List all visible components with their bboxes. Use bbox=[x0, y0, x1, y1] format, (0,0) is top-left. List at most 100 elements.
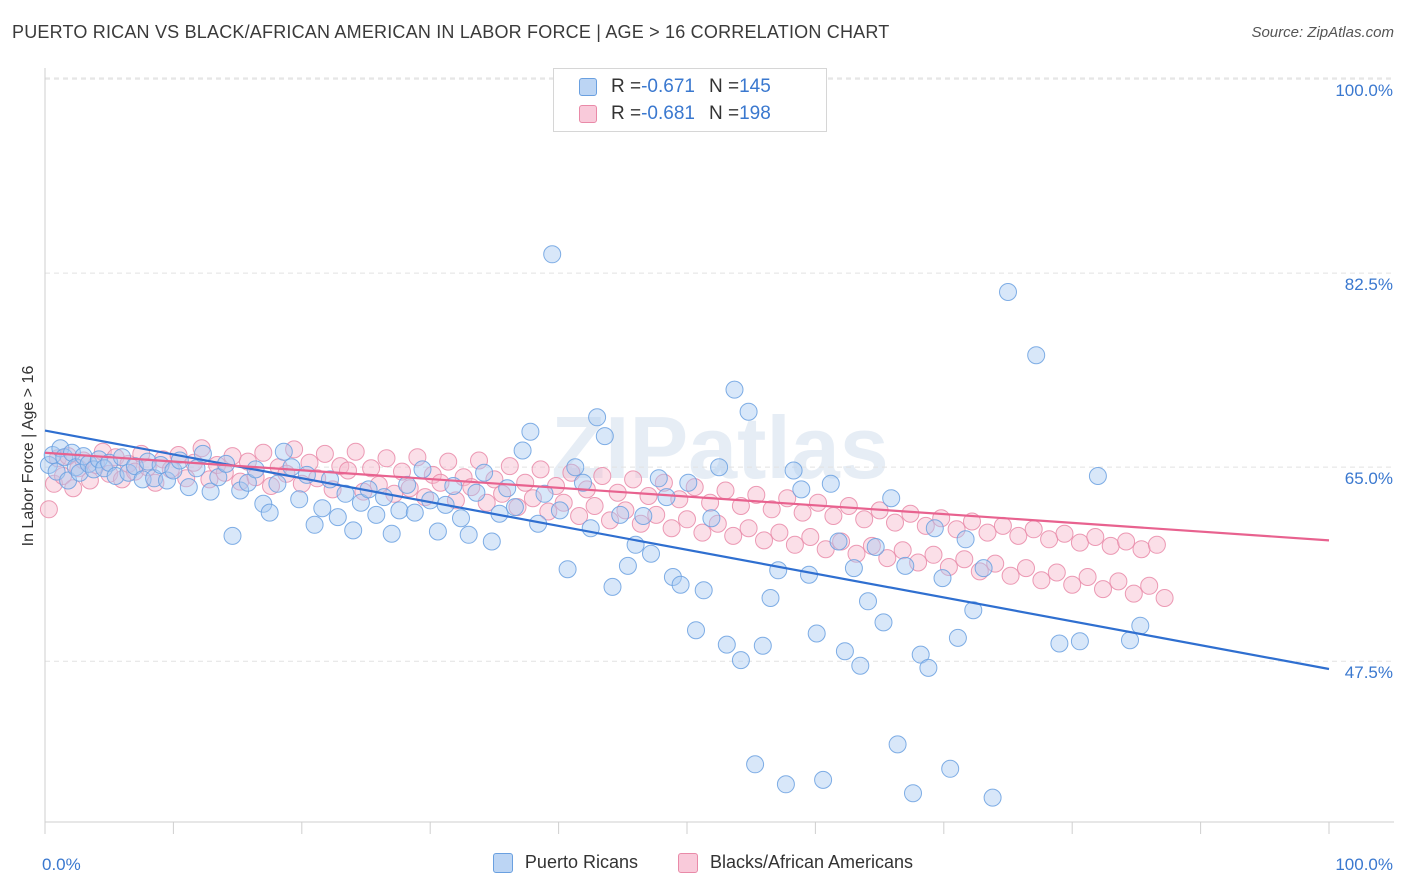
data-point-blacks-african-americans bbox=[847, 544, 866, 563]
data-point-blacks-african-americans bbox=[1063, 575, 1082, 594]
data-point-puerto-ricans bbox=[1027, 346, 1046, 365]
data-point-puerto-ricans bbox=[896, 556, 915, 575]
data-point-puerto-ricans bbox=[731, 651, 750, 670]
y-tick-label: 47.5% bbox=[1345, 663, 1393, 682]
legend-row-blacks-african-americans: R = -0.681 N = 198 bbox=[579, 102, 771, 126]
data-point-blacks-african-americans bbox=[1055, 524, 1074, 543]
data-point-puerto-ricans bbox=[859, 592, 877, 611]
data-point-blacks-african-americans bbox=[801, 528, 820, 546]
data-point-blacks-african-americans bbox=[601, 511, 619, 530]
data-point-puerto-ricans bbox=[784, 461, 803, 480]
data-point-puerto-ricans bbox=[725, 380, 744, 399]
data-point-blacks-african-americans bbox=[624, 470, 643, 489]
data-point-puerto-ricans bbox=[367, 505, 386, 524]
data-point-puerto-ricans bbox=[305, 515, 324, 534]
data-point-puerto-ricans bbox=[505, 498, 524, 517]
data-point-puerto-ricans bbox=[814, 770, 833, 789]
legend-swatch-pink bbox=[677, 852, 698, 873]
data-point-puerto-ricans bbox=[390, 501, 409, 520]
data-point-puerto-ricans bbox=[904, 784, 922, 803]
legend-item-puerto-ricans: Puerto Ricans bbox=[492, 852, 638, 873]
data-point-puerto-ricans bbox=[829, 532, 848, 551]
legend-n-label: N = bbox=[708, 103, 740, 124]
series-legend: Puerto Ricans Blacks/African Americans bbox=[0, 852, 1406, 873]
data-point-puerto-ricans bbox=[925, 519, 944, 538]
data-point-blacks-african-americans bbox=[755, 531, 773, 550]
data-point-puerto-ricans bbox=[710, 458, 729, 477]
data-point-puerto-ricans bbox=[452, 509, 470, 528]
data-point-blacks-african-americans bbox=[762, 500, 781, 519]
trend-lines bbox=[44, 429, 1330, 671]
data-point-puerto-ricans bbox=[835, 642, 854, 661]
data-point-puerto-ricans bbox=[687, 621, 705, 640]
data-point-blacks-african-americans bbox=[377, 449, 396, 468]
data-point-puerto-ricans bbox=[566, 458, 585, 477]
legend-n-label: N = bbox=[708, 76, 740, 97]
data-point-puerto-ricans bbox=[351, 493, 370, 512]
data-point-puerto-ricans bbox=[671, 575, 690, 594]
data-point-blacks-african-americans bbox=[986, 554, 1005, 573]
legend-item-blacks-african-americans: Blacks/African Americans bbox=[677, 852, 914, 873]
legend-label-puerto-ricans: Puerto Ricans bbox=[524, 852, 638, 872]
data-point-blacks-african-americans bbox=[747, 485, 766, 504]
data-point-puerto-ricans bbox=[231, 481, 250, 500]
legend-swatch-blue bbox=[492, 852, 513, 873]
legend-label-blacks-african-americans: Blacks/African Americans bbox=[709, 852, 914, 872]
grid-lines bbox=[45, 77, 1394, 662]
data-point-blacks-african-americans bbox=[693, 523, 712, 542]
data-point-puerto-ricans bbox=[428, 522, 447, 541]
data-point-blacks-african-americans bbox=[446, 491, 465, 510]
data-point-blacks-african-americans bbox=[500, 457, 519, 476]
data-point-blacks-african-americans bbox=[523, 489, 542, 508]
data-point-puerto-ricans bbox=[313, 499, 332, 518]
data-point-blacks-african-americans bbox=[408, 448, 427, 467]
data-point-blacks-african-americans bbox=[585, 497, 604, 515]
data-point-blacks-african-americans bbox=[731, 497, 750, 515]
data-point-blacks-african-americans bbox=[901, 504, 920, 523]
data-point-blacks-african-americans bbox=[947, 520, 966, 539]
data-point-puerto-ricans bbox=[611, 505, 630, 524]
data-point-puerto-ricans bbox=[948, 628, 967, 647]
data-point-puerto-ricans bbox=[274, 442, 293, 461]
data-point-blacks-african-americans bbox=[855, 510, 874, 529]
data-point-puerto-ricans bbox=[642, 544, 660, 563]
data-point-puerto-ricans bbox=[882, 489, 901, 508]
data-point-puerto-ricans bbox=[941, 759, 960, 778]
data-point-puerto-ricans bbox=[1070, 632, 1089, 651]
data-point-puerto-ricans bbox=[717, 635, 736, 654]
trend-line-blacks-african-americans bbox=[44, 451, 1330, 542]
data-point-puerto-ricans bbox=[769, 561, 788, 580]
data-point-puerto-ricans bbox=[964, 601, 983, 620]
data-point-blacks-african-americans bbox=[539, 502, 558, 521]
data-point-blacks-african-americans bbox=[1001, 566, 1020, 585]
data-point-puerto-ricans bbox=[821, 474, 840, 493]
data-point-puerto-ricans bbox=[482, 532, 501, 551]
data-point-blacks-african-americans bbox=[593, 467, 612, 485]
data-point-puerto-ricans bbox=[158, 471, 176, 490]
legend-r-label: R = bbox=[611, 76, 642, 97]
data-point-puerto-ricans bbox=[634, 507, 653, 525]
data-point-puerto-ricans bbox=[268, 474, 287, 493]
data-point-blacks-african-americans bbox=[346, 442, 365, 461]
data-point-puerto-ricans bbox=[459, 525, 478, 544]
data-point-blacks-african-americans bbox=[878, 549, 897, 568]
data-point-puerto-ricans bbox=[543, 245, 562, 264]
data-point-puerto-ricans bbox=[209, 468, 228, 487]
data-point-puerto-ricans bbox=[344, 521, 363, 540]
legend-r-label: R = bbox=[611, 103, 642, 124]
data-point-blacks-african-americans bbox=[400, 479, 419, 498]
data-point-puerto-ricans bbox=[800, 565, 818, 584]
data-point-puerto-ricans bbox=[956, 530, 975, 549]
y-tick-label: 100.0% bbox=[1335, 81, 1393, 100]
data-point-blacks-african-americans bbox=[1078, 568, 1097, 586]
legend-swatch-blue bbox=[579, 78, 597, 96]
data-point-blacks-african-americans bbox=[886, 513, 904, 532]
data-point-blacks-african-americans bbox=[809, 493, 827, 512]
data-point-puerto-ricans bbox=[888, 735, 907, 754]
data-point-blacks-african-americans bbox=[1117, 532, 1136, 551]
correlation-legend: R = -0.671 N = 145 R = -0.681 N = 198 bbox=[553, 68, 827, 132]
data-point-puerto-ricans bbox=[792, 480, 811, 499]
data-point-blacks-african-americans bbox=[939, 558, 958, 576]
data-point-blacks-african-americans bbox=[1147, 535, 1166, 554]
